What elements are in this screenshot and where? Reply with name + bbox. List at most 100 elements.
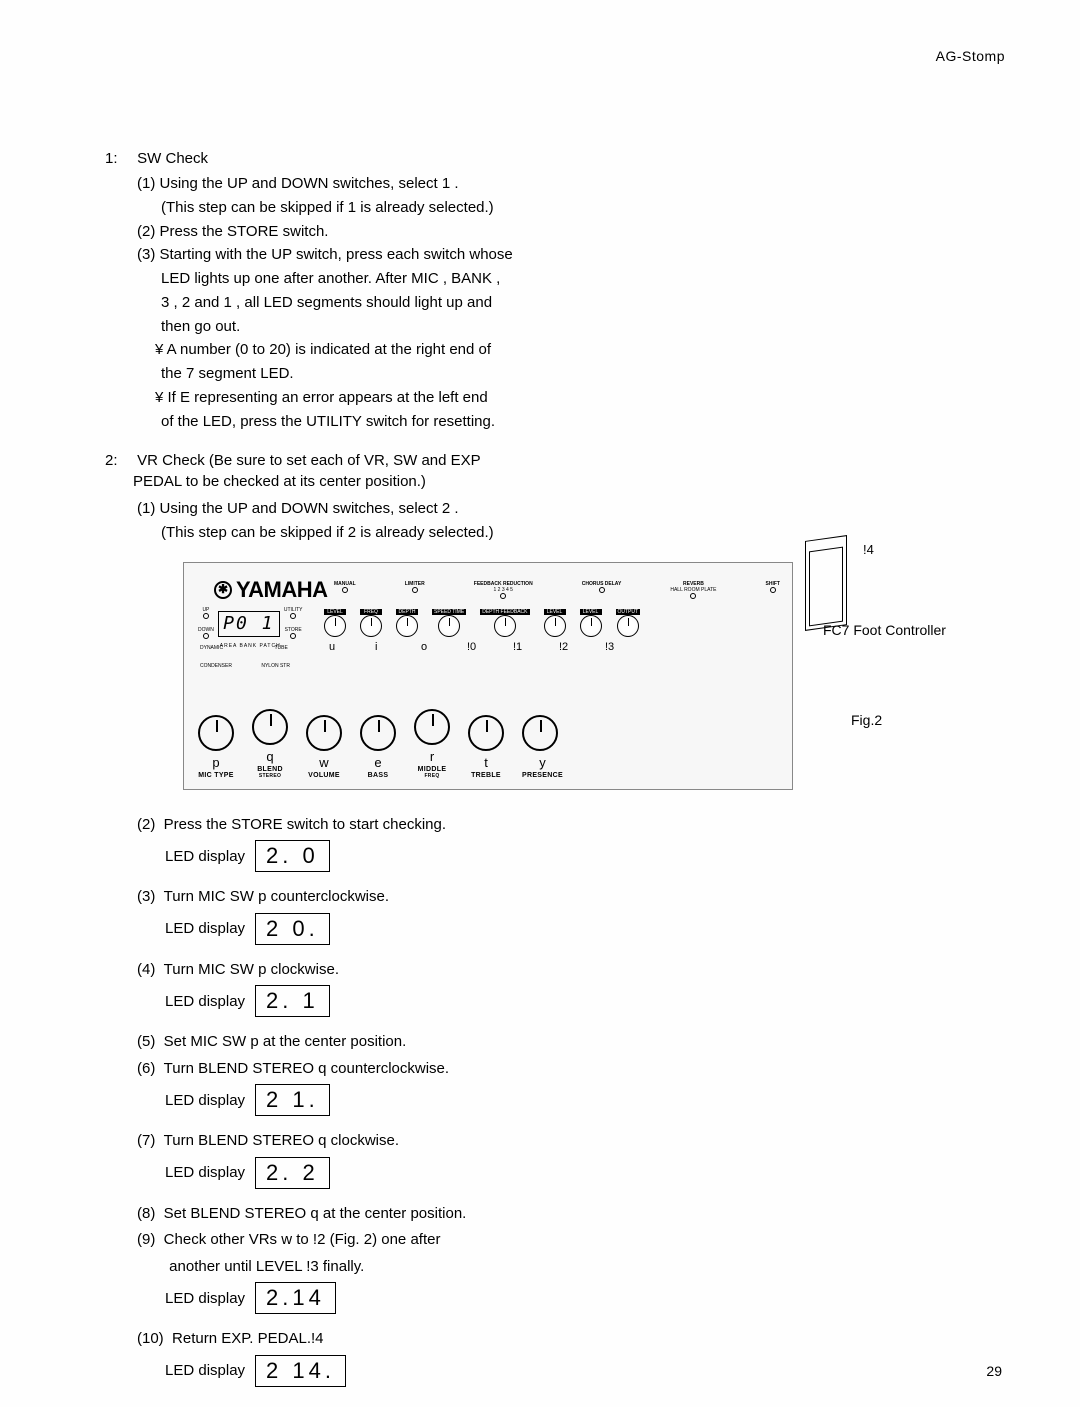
sec2-num: 2:	[105, 450, 133, 471]
knob-letter: q	[252, 749, 288, 764]
step-item: (9) Check other VRs w to !2 (Fig. 2) one…	[137, 1229, 1010, 1252]
knob-letter: e	[360, 755, 396, 770]
sec2-steps-lower: (2) Press the STORE switch to start chec…	[137, 814, 1010, 1387]
knob-letter: r	[414, 749, 450, 764]
knob-ref-letter: !3	[605, 641, 631, 653]
list-item: 3 , 2 and 1 , all LED segments should li…	[161, 292, 1010, 314]
fc7-number: !4	[863, 542, 874, 557]
step-item: another until LEVEL !3 finally.	[165, 1256, 1010, 1279]
knob-icon	[198, 715, 234, 751]
knob-name: TREBLE	[468, 772, 504, 779]
step-item: (10) Return EXP. PEDAL.!4	[137, 1328, 1010, 1351]
list-item: of the LED, press the UTILITY switch for…	[161, 411, 1010, 433]
led-display-label: LED display	[165, 1362, 245, 1379]
knob-icon	[580, 615, 602, 637]
knob-icon	[414, 709, 450, 745]
sec1-title: SW Check	[137, 150, 208, 167]
device-panel: YAMAHA MANUALLIMITERFEEDBACK REDUCTION1 …	[183, 562, 793, 790]
led-display-box: 2 14.	[255, 1355, 346, 1387]
big-knob-treble: t TREBLE	[468, 715, 504, 779]
knob-icon	[522, 715, 558, 751]
led-display-box: 2.14	[255, 1282, 336, 1314]
knob-name: MIDDLEFREQ	[414, 766, 450, 779]
led-display-line: LED display 2. 2	[165, 1157, 1010, 1189]
knob-name: MIC TYPE	[198, 772, 234, 779]
knob-letter: t	[468, 755, 504, 770]
led-display-label: LED display	[165, 993, 245, 1010]
step-item: (6) Turn BLEND STEREO q counterclockwise…	[137, 1058, 1010, 1081]
led-display-line: LED display 2. 0	[165, 840, 1010, 872]
big-knob-mic-type: p MIC TYPE	[198, 715, 234, 779]
list-item: ¥ If E representing an error appears at …	[155, 387, 1010, 409]
knob-icon	[617, 615, 639, 637]
utility-led-icon	[290, 613, 296, 619]
product-header: AG-Stomp	[936, 48, 1005, 64]
up-led-icon	[203, 613, 209, 619]
tube-label: TUBE	[274, 645, 287, 651]
led-display-line: LED display 2 0.	[165, 913, 1010, 945]
led-display-label: LED display	[165, 1164, 245, 1181]
knob-icon	[324, 615, 346, 637]
fc7-pedal	[805, 538, 847, 628]
small-knob-letters: uio!0!1!2!3	[329, 641, 774, 653]
knob-name: BASS	[360, 772, 396, 779]
panel-section-label: MANUAL	[334, 581, 356, 601]
big-knob-row: p MIC TYPE q BLENDSTEREO w VOLUME e BASS…	[198, 709, 780, 779]
big-knob-middle: r MIDDLEFREQ	[414, 709, 450, 779]
list-item: (This step can be skipped if 2 is alread…	[161, 522, 1010, 544]
yamaha-logo: YAMAHA	[214, 577, 328, 603]
step-item: (2) Press the STORE switch to start chec…	[137, 814, 1010, 837]
list-item: (This step can be skipped if 1 is alread…	[161, 197, 1010, 219]
step-item: (7) Turn BLEND STEREO q clockwise.	[137, 1130, 1010, 1153]
section-2-heading: 2: VR Check (Be sure to set each of VR, …	[105, 450, 1010, 492]
sec1-list: (1) Using the UP and DOWN switches, sele…	[137, 173, 1010, 432]
knob-icon	[306, 715, 342, 751]
small-knob-row: LEVELFREQDEPTHSPEED TIMEDEPTH FEEDBACKLE…	[324, 609, 780, 641]
condenser-label: CONDENSER	[200, 663, 232, 669]
list-item: (3) Starting with the UP switch, press e…	[137, 244, 1010, 266]
knob-name: BLENDSTEREO	[252, 766, 288, 779]
knob-name: VOLUME	[306, 772, 342, 779]
list-item: LED lights up one after another. After M…	[161, 268, 1010, 290]
knob-ref-letter: u	[329, 641, 355, 653]
led-display-box: 2. 1	[255, 985, 330, 1017]
led-display-line: LED display 2.14	[165, 1282, 1010, 1314]
dynamic-label: DYNAMIC	[200, 645, 223, 651]
small-knob: DEPTH FEEDBACK	[480, 609, 529, 641]
step-item: (5) Set MIC SW p at the center position.	[137, 1031, 1010, 1054]
nylon-label: NYLON STR	[261, 663, 290, 669]
down-label: DOWN	[198, 627, 214, 633]
list-item: (2) Press the STORE switch.	[137, 221, 1010, 243]
knob-icon	[360, 615, 382, 637]
panel-section-label: SHIFT	[766, 581, 780, 601]
led-display-label: LED display	[165, 848, 245, 865]
sec2-list-top: (1) Using the UP and DOWN switches, sele…	[137, 498, 1010, 544]
figure-label: Fig.2	[851, 712, 882, 728]
big-knob-volume: w VOLUME	[306, 715, 342, 779]
fc7-pedal-icon	[805, 535, 847, 631]
utility-label: UTILITY	[284, 607, 303, 613]
sec1-num: 1:	[105, 150, 133, 167]
panel-section-label: REVERBHALL ROOM PLATE	[670, 581, 716, 601]
mic-type-area: DYNAMIC TUBE CONDENSER NYLON STR	[200, 645, 290, 669]
knob-letter: p	[198, 755, 234, 770]
seven-segment-display: P0 1	[218, 611, 280, 637]
small-knob: LEVEL	[544, 609, 566, 641]
led-display-box: 2. 2	[255, 1157, 330, 1189]
knob-icon	[438, 615, 460, 637]
knob-letter: y	[522, 755, 563, 770]
knob-icon	[396, 615, 418, 637]
small-knob: LEVEL	[324, 609, 346, 641]
small-knob: OUTPUT	[616, 609, 641, 641]
knob-ref-letter: !0	[467, 641, 493, 653]
big-knob-blend: q BLENDSTEREO	[252, 709, 288, 779]
led-display-box: 2. 0	[255, 840, 330, 872]
knob-ref-letter: o	[421, 641, 447, 653]
section-1-heading: 1: SW Check	[105, 150, 1010, 167]
sec2-title-l1: VR Check (Be sure to set each of VR, SW …	[137, 452, 480, 469]
panel-diagram-block: YAMAHA MANUALLIMITERFEEDBACK REDUCTION1 …	[183, 562, 913, 790]
led-display-line: LED display 2 1.	[165, 1084, 1010, 1116]
tuning-forks-icon	[214, 581, 232, 599]
big-knob-presence: y PRESENCE	[522, 715, 563, 779]
panel-section-label: LIMITER	[405, 581, 425, 601]
